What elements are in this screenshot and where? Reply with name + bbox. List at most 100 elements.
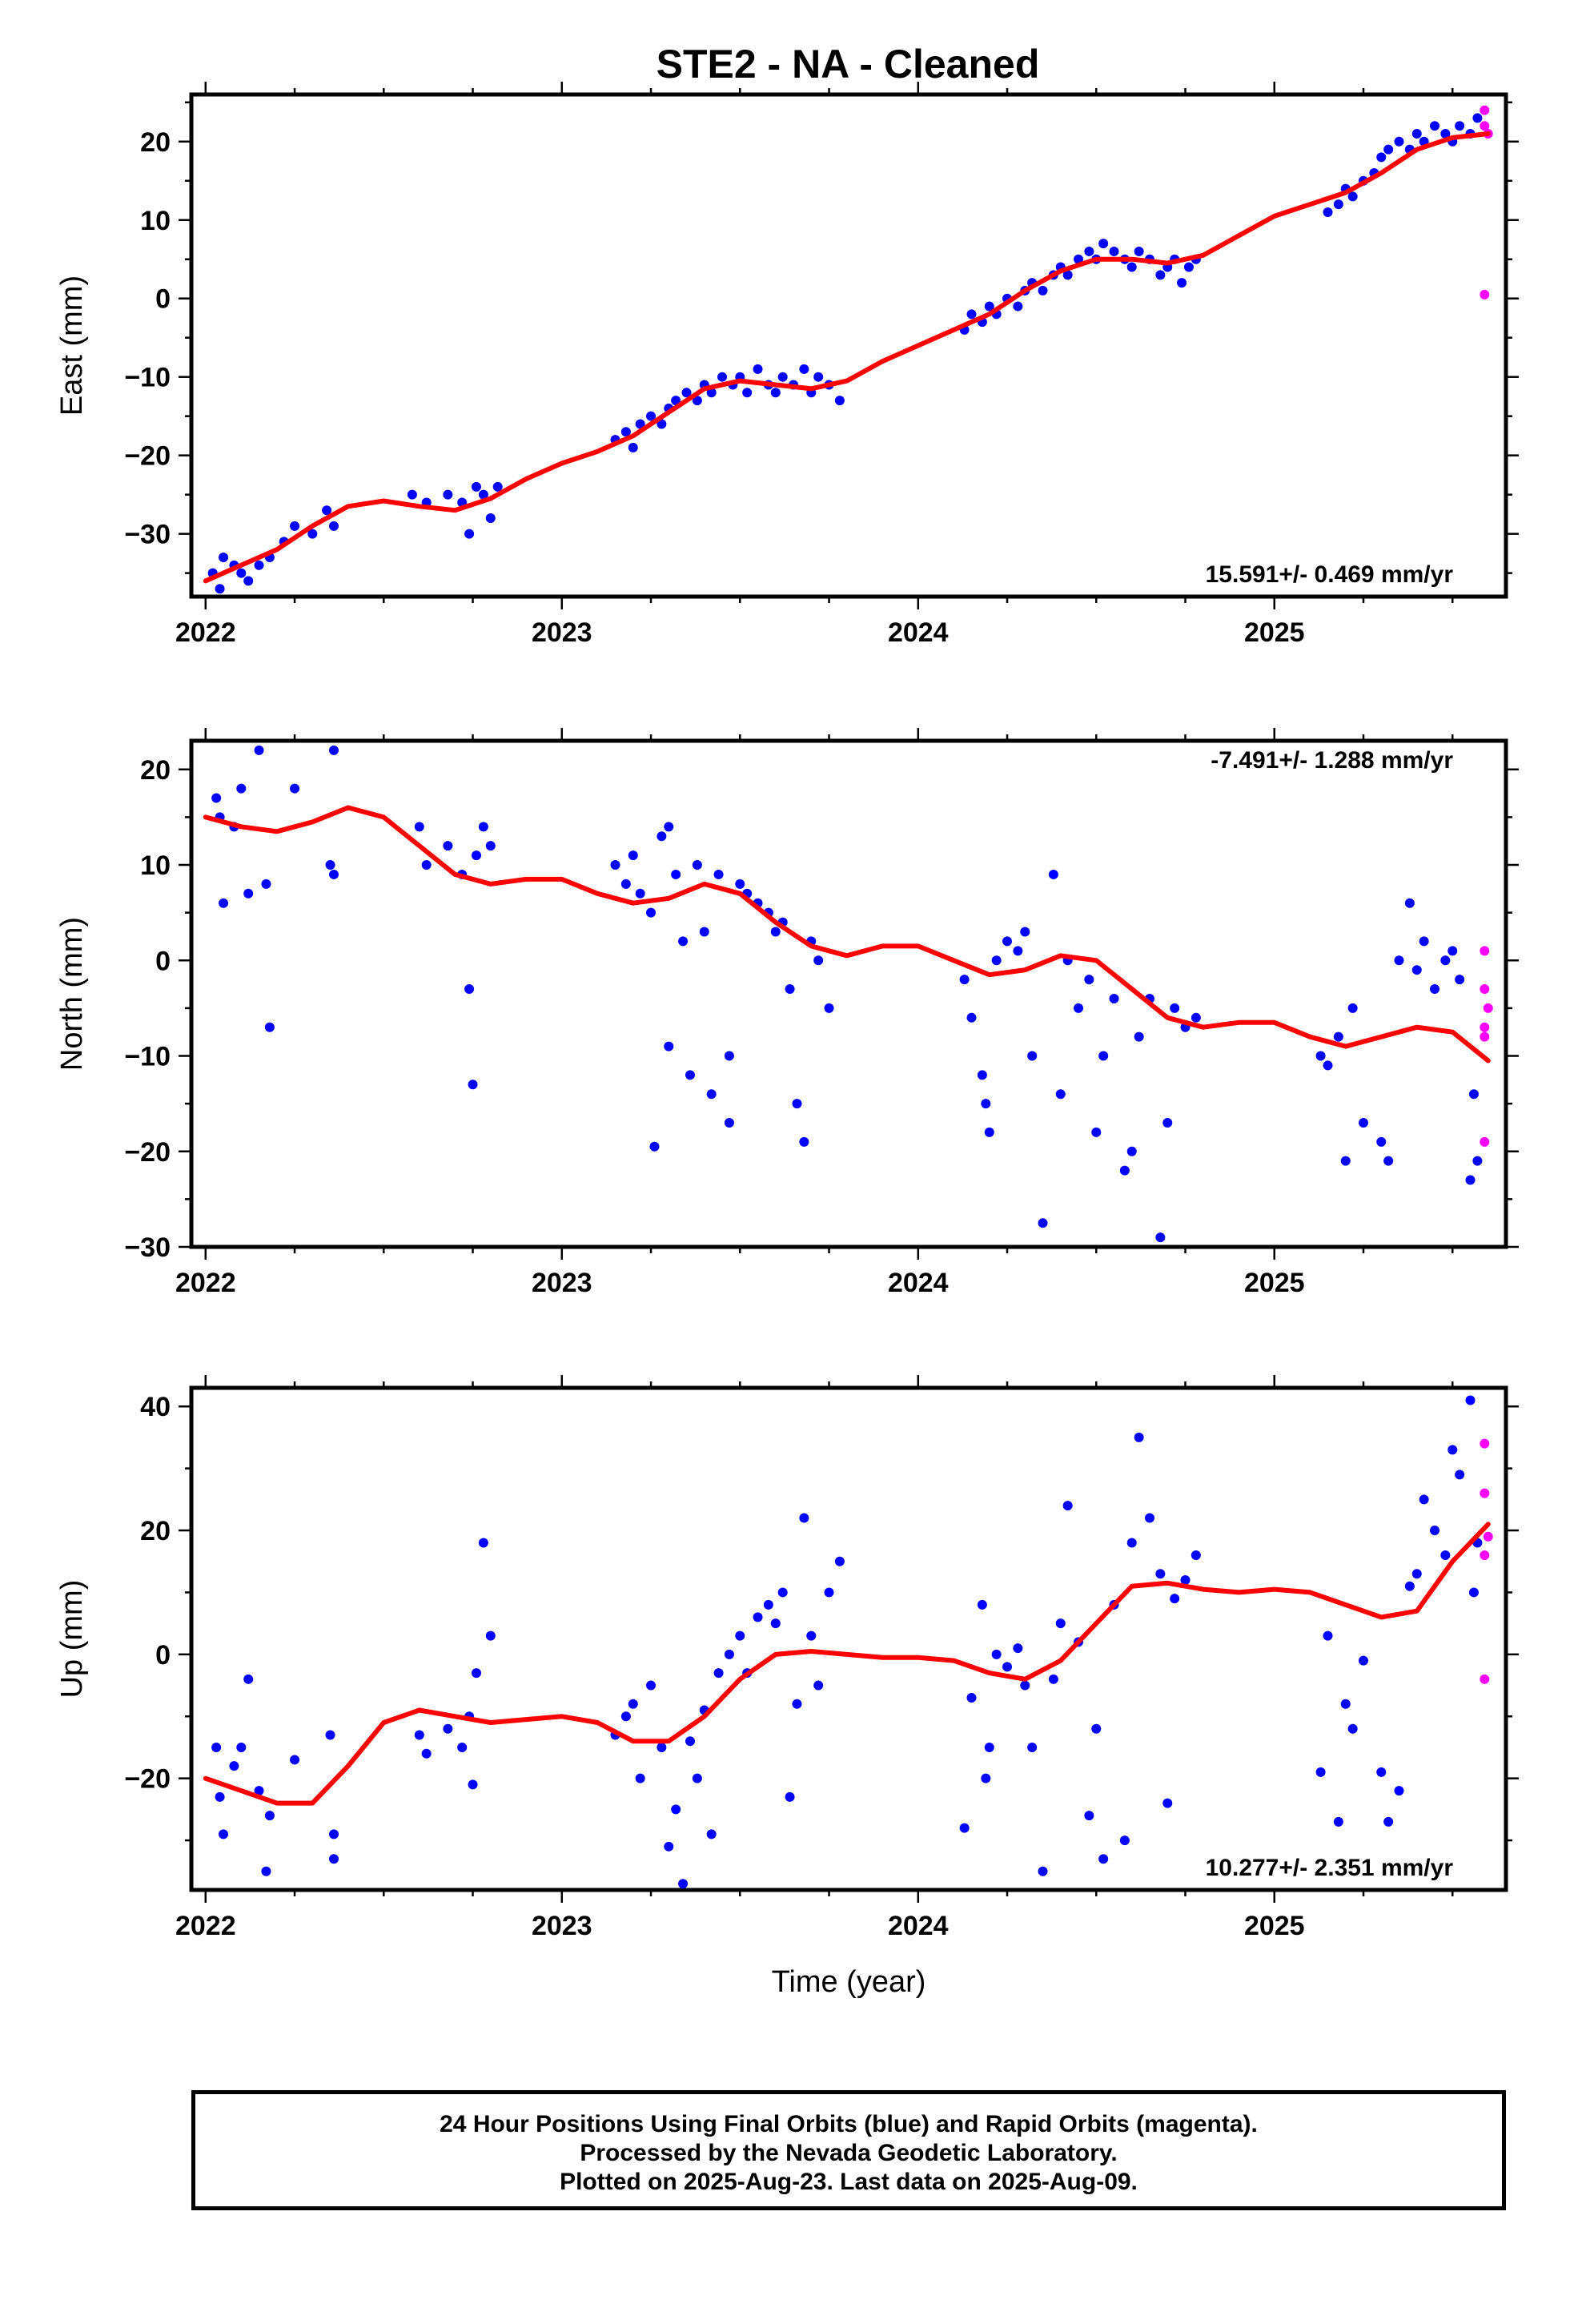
final-orbit-point <box>1134 1031 1144 1042</box>
y-tick-label: 20 <box>140 127 171 158</box>
final-orbit-point <box>813 1680 824 1691</box>
final-orbit-point <box>1440 955 1451 966</box>
final-orbit-point <box>414 822 424 832</box>
final-orbit-point <box>977 1070 987 1080</box>
final-orbit-point <box>307 529 318 539</box>
panels: 2022 2023 2024 2025 −30 −20 −10 0 10 20 East (mm) 1… <box>55 82 1519 1999</box>
final-orbit-point <box>692 860 702 870</box>
final-orbit-point <box>1155 1569 1166 1579</box>
final-orbit-point <box>977 1599 987 1610</box>
final-orbit-point <box>414 1730 424 1740</box>
final-orbit-point <box>628 1699 638 1709</box>
y-tick-label: 0 <box>155 284 171 315</box>
final-orbit-point <box>1404 1581 1415 1591</box>
y-tick-label: 0 <box>155 1640 171 1671</box>
y-tick-label: −30 <box>124 520 171 550</box>
final-orbit-point <box>1126 1538 1137 1548</box>
y-tick-label: 20 <box>140 1516 171 1546</box>
final-orbit-point <box>1134 1432 1144 1442</box>
final-orbit-point <box>646 1680 656 1691</box>
final-orbit-point <box>1027 1742 1038 1752</box>
final-orbit-point <box>664 1041 674 1051</box>
final-orbit-point <box>219 553 229 563</box>
final-orbit-point <box>290 783 300 794</box>
final-orbit-point <box>1447 946 1458 956</box>
final-orbit-point <box>649 1141 660 1152</box>
final-orbit-point <box>813 955 824 966</box>
final-orbit-point <box>492 481 503 492</box>
final-orbit-point <box>635 888 645 899</box>
plot-area <box>203 745 1493 1243</box>
final-orbit-point <box>1002 1662 1013 1672</box>
final-orbit-point <box>215 584 225 594</box>
rapid-orbit-point <box>1480 289 1490 300</box>
final-orbit-point <box>1126 262 1137 272</box>
final-orbit-point <box>468 1779 478 1790</box>
final-orbit-point <box>1134 246 1144 256</box>
final-orbit-point <box>1091 1127 1102 1137</box>
y-tick-label: 10 <box>140 850 171 881</box>
y-tick-label: 10 <box>140 206 171 236</box>
footer-line-1: 24 Hour Positions Using Final Orbits (bl… <box>440 2111 1258 2137</box>
final-orbit-point <box>1419 936 1429 947</box>
final-orbit-point <box>1119 1835 1130 1846</box>
final-orbit-point <box>735 879 745 889</box>
final-orbit-point <box>1084 1811 1094 1821</box>
final-orbit-point <box>628 442 638 452</box>
y-axis-label: North (mm) <box>55 917 89 1071</box>
final-orbit-point <box>264 1022 275 1032</box>
final-orbit-point <box>236 783 247 794</box>
rapid-orbit-point <box>1480 1550 1490 1560</box>
final-orbit-point <box>813 372 824 382</box>
final-orbit-point <box>1048 1674 1058 1684</box>
final-orbit-point <box>717 372 728 382</box>
final-orbit-point <box>1411 128 1422 139</box>
y-axis-label: East (mm) <box>55 275 89 416</box>
final-orbit-point <box>984 301 994 312</box>
x-tick-label: 2025 <box>1244 617 1305 648</box>
final-orbit-point <box>620 427 631 437</box>
final-orbit-point <box>692 1773 702 1783</box>
final-orbit-point <box>1465 1175 1476 1185</box>
final-orbit-point <box>1404 898 1415 908</box>
final-orbit-point <box>742 388 753 398</box>
rapid-orbit-point <box>1480 1136 1490 1147</box>
final-orbit-point <box>724 1117 734 1128</box>
final-orbit-point <box>1084 246 1094 256</box>
final-orbit-point <box>777 1587 788 1598</box>
final-orbit-point <box>1376 1767 1387 1777</box>
final-orbit-point <box>635 1773 645 1783</box>
final-orbit-point <box>236 568 247 578</box>
final-orbit-point <box>464 529 475 539</box>
final-orbit-point <box>834 396 845 406</box>
final-orbit-point <box>664 1841 674 1852</box>
final-orbit-point <box>991 955 1002 966</box>
rapid-orbit-point <box>1480 105 1490 115</box>
final-orbit-point <box>799 1136 809 1147</box>
final-orbit-point <box>1020 927 1030 937</box>
x-tick-label: 2025 <box>1244 1911 1305 1941</box>
model-fit-line <box>203 131 1491 584</box>
final-orbit-point <box>328 521 339 531</box>
final-orbit-point <box>824 1587 834 1598</box>
x-tick-label: 2022 <box>175 617 236 648</box>
final-orbit-point <box>261 879 271 889</box>
final-orbit-point <box>1055 1089 1066 1100</box>
final-orbit-point <box>264 1811 275 1821</box>
x-tick-label: 2023 <box>532 1911 592 1941</box>
final-orbit-point <box>1359 1117 1369 1128</box>
final-orbit-point <box>1098 1854 1109 1864</box>
final-orbit-point <box>325 1730 335 1740</box>
final-orbit-point <box>1162 1117 1173 1128</box>
final-orbit-point <box>792 1099 802 1109</box>
y-tick-label: −10 <box>124 1042 171 1072</box>
final-orbit-point <box>763 1599 773 1610</box>
final-orbit-point <box>753 1612 763 1622</box>
final-orbit-point <box>1376 152 1387 163</box>
final-orbit-point <box>254 1786 264 1796</box>
final-orbit-point <box>685 1070 695 1080</box>
final-orbit-point <box>254 560 264 570</box>
final-orbit-point <box>735 1630 745 1641</box>
final-orbit-point <box>478 1538 488 1548</box>
y-tick-label: −10 <box>124 363 171 393</box>
